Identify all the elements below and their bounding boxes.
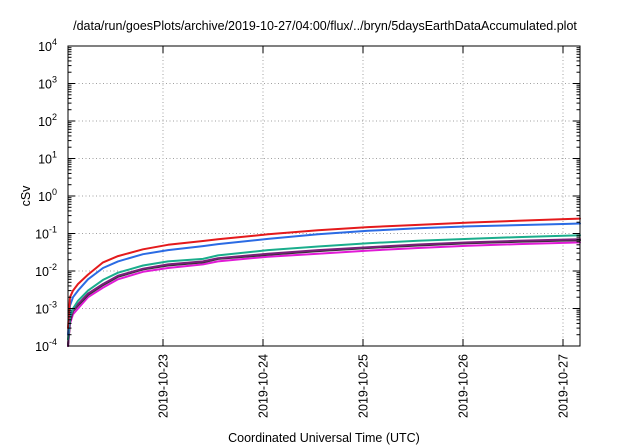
y-tick-label: 104 — [38, 37, 57, 54]
y-tick-label: 10-4 — [35, 337, 57, 354]
series-layer — [67, 217, 581, 347]
grid-layer — [68, 46, 580, 346]
y-axis-label: cSv — [19, 185, 33, 207]
y-tick-label: 102 — [38, 112, 57, 129]
y-tick-label: 100 — [38, 187, 57, 204]
y-tick-label: 10-2 — [35, 262, 57, 279]
chart-title: /data/run/goesPlots/archive/2019-10-27/0… — [73, 19, 577, 33]
y-tick-label: 10-3 — [35, 300, 57, 317]
series-line — [67, 241, 581, 347]
x-tick-label: 2019-10-25 — [357, 354, 371, 418]
x-tick-label: 2019-10-26 — [457, 354, 471, 418]
series-line — [67, 222, 581, 336]
tick-layer: 10-4 10-3 10-2 10-1 100 101 102 103 104 2019-10-2… — [35, 37, 580, 418]
y-tick-label: 101 — [38, 150, 57, 167]
x-tick-label: 2019-10-24 — [257, 354, 271, 418]
x-tick-label: 2019-10-27 — [557, 354, 571, 418]
x-tick-label: 2019-10-23 — [157, 354, 171, 418]
series-line — [67, 239, 581, 347]
y-tick-label: 10-1 — [35, 225, 57, 242]
x-axis-label: Coordinated Universal Time (UTC) — [228, 431, 420, 445]
series-line — [67, 238, 581, 347]
series-line — [67, 234, 581, 341]
y-tick-label: 103 — [38, 75, 57, 92]
series-line — [67, 217, 581, 330]
